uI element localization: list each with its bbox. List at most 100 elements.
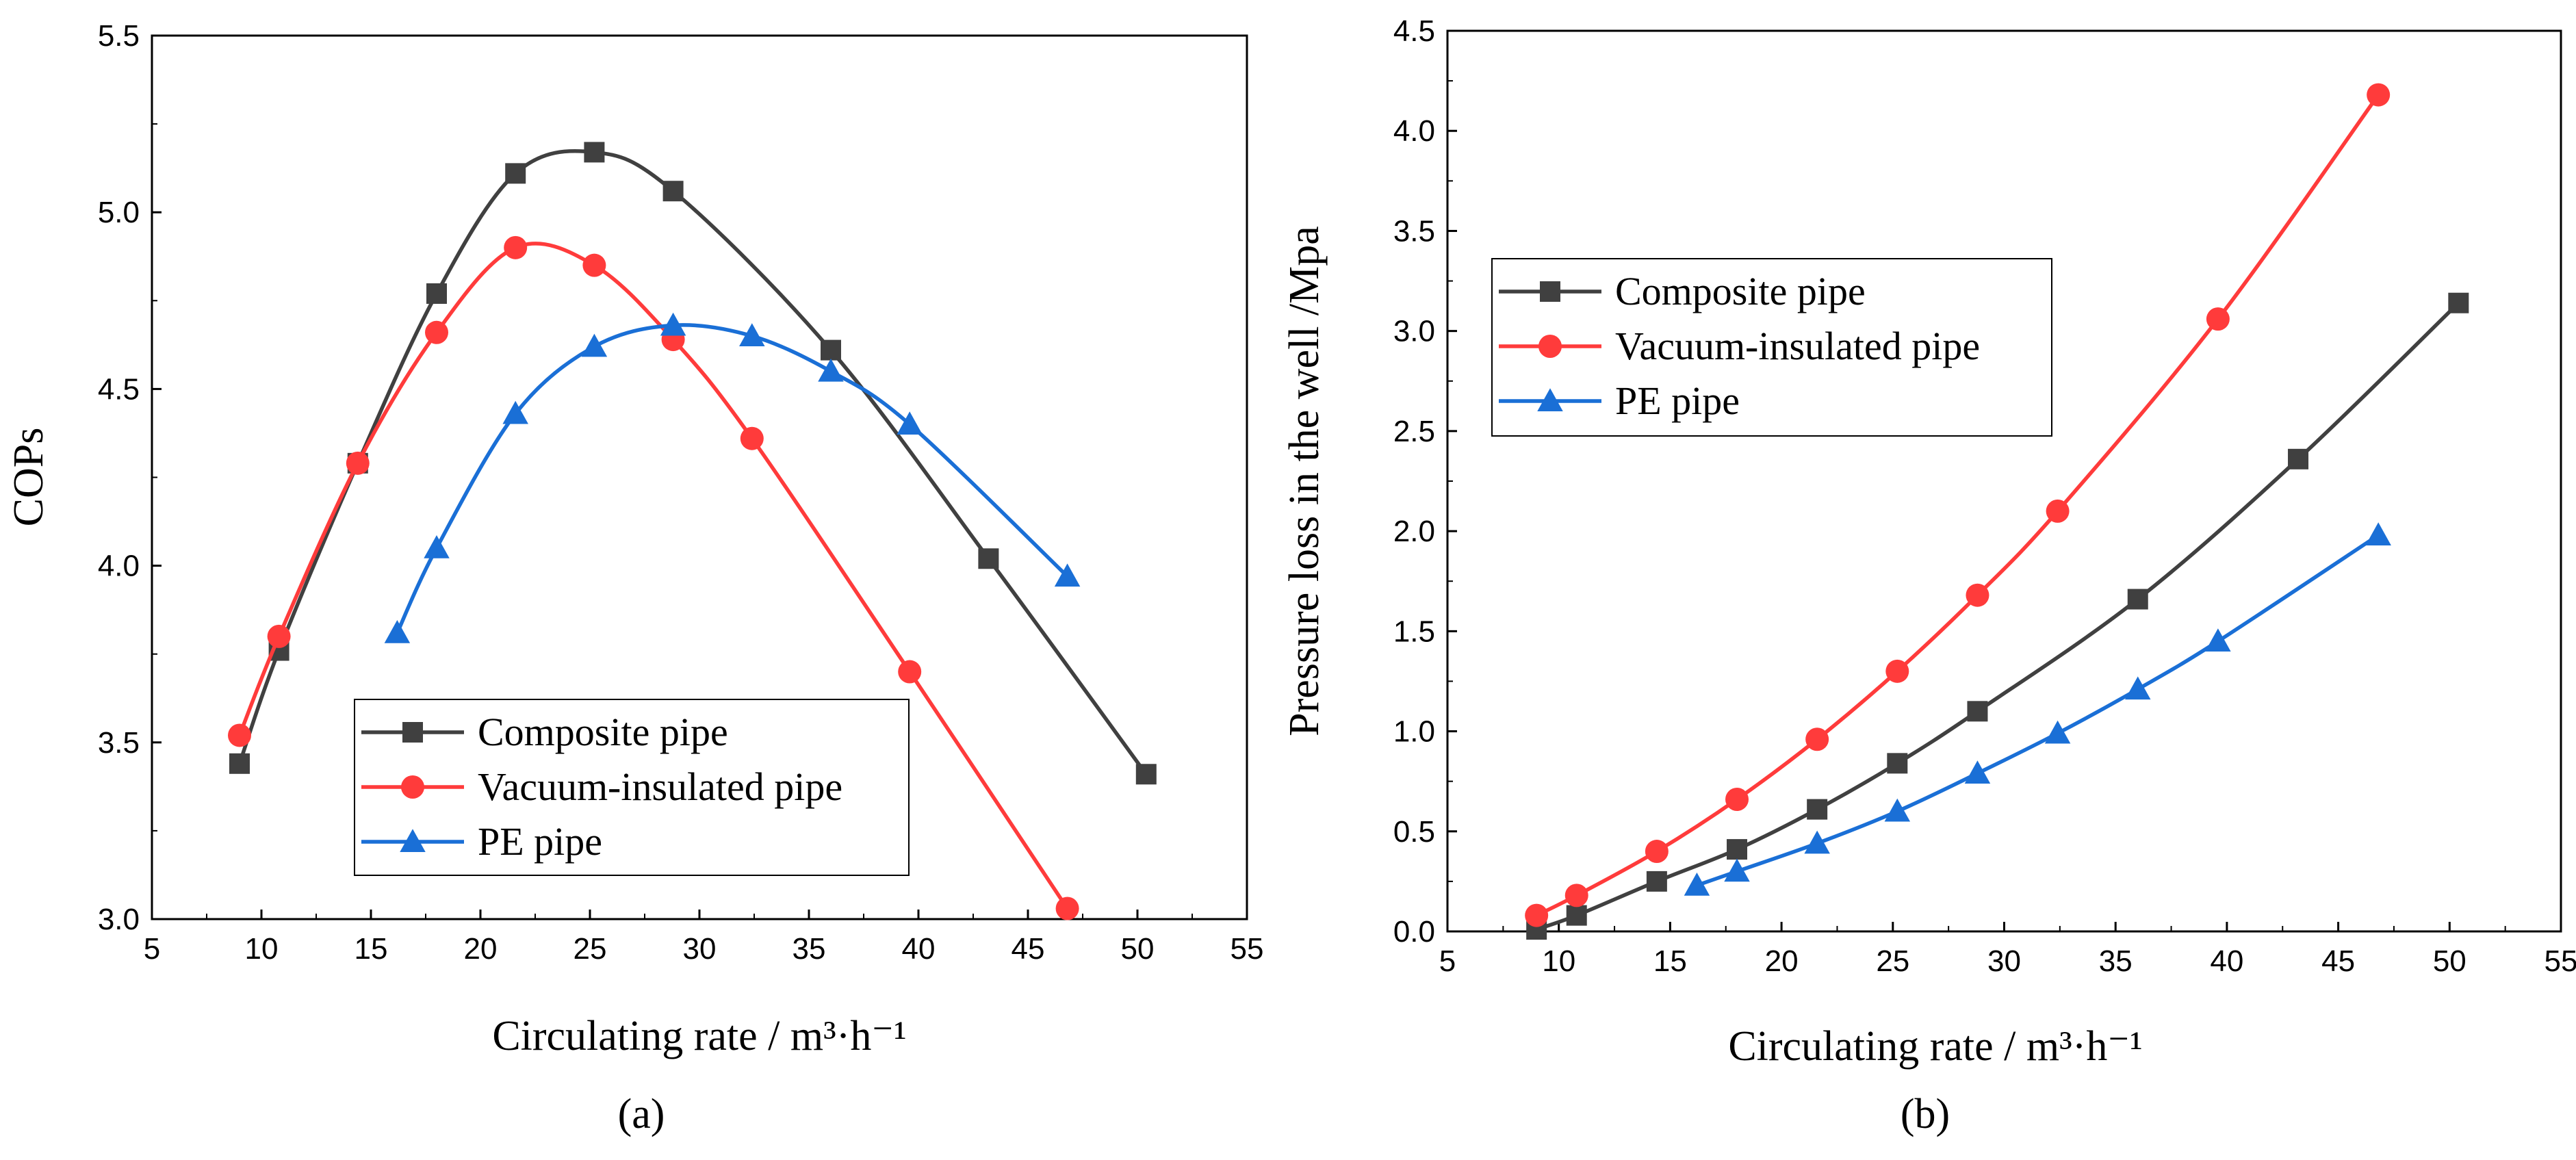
legend-swatch-marker [402, 722, 423, 743]
series-line [1534, 92, 2380, 918]
x-tick-label: 30 [1987, 944, 2021, 978]
data-point-triangle [1884, 798, 1911, 822]
legend: Composite pipe Vacuum-insulated pipe PE pi… [1491, 258, 2052, 437]
panel-label: (b) [1901, 1091, 1950, 1137]
y-axis-title: COPs [5, 428, 52, 527]
y-tick-label: 1.5 [1393, 615, 1435, 648]
data-point-square [584, 142, 605, 163]
x-tick-label: 50 [1121, 932, 1155, 966]
legend-entry: PE pipe [1615, 378, 1740, 423]
y-tick-label: 0.5 [1393, 815, 1435, 849]
chart-panel-a: 5 10 15 20 25 30 35 40 45 50 55 3.0 3.5 4.0 4.5 5.0 5.5 C… [5, 19, 1263, 1137]
x-tick-label: 20 [464, 932, 498, 966]
data-point-square [2288, 448, 2309, 469]
series-pe-pipe [1684, 522, 2391, 896]
x-tick-label: 25 [1876, 944, 1909, 978]
series-line [237, 149, 1148, 777]
y-tick-label: 2.5 [1393, 415, 1435, 448]
data-point-square [426, 283, 447, 304]
data-point-square [2448, 292, 2469, 313]
data-point-square [229, 753, 250, 774]
legend-entry: PE pipe [478, 819, 602, 864]
data-point-triangle [1804, 830, 1830, 854]
y-tick-label: 1.0 [1393, 715, 1435, 749]
data-point-triangle [2365, 522, 2391, 545]
series-line [395, 323, 1070, 635]
x-tick-label: 10 [1542, 944, 1575, 978]
y-tick-label: 3.0 [98, 903, 140, 936]
legend-swatch-marker [1537, 388, 1563, 411]
x-tick-label: 25 [574, 932, 607, 966]
x-tick-label: 40 [902, 932, 936, 966]
x-tick-label: 50 [2433, 944, 2466, 978]
y-tick-label: 4.5 [98, 372, 140, 406]
x-axis-title: Circulating rate / m³·h⁻¹ [1728, 1023, 2142, 1070]
y-tick-label: 5.5 [98, 19, 140, 53]
data-point-triangle [2044, 720, 2071, 744]
chart-panel-b: 5 10 15 20 25 30 35 40 45 50 55 0.0 0.5 1.0 1.5 2.0 2.5 3… [1281, 14, 2576, 1137]
data-point-square [662, 181, 684, 202]
y-tick-label: 5.0 [98, 196, 140, 229]
series-pe-pipe [384, 312, 1081, 643]
data-point-square [1727, 839, 1748, 860]
data-point-triangle [581, 333, 608, 357]
legend-entry: Composite pipe [1615, 269, 1866, 313]
y-tick-label: 4.5 [1393, 14, 1435, 48]
data-point-circle [2046, 499, 2070, 523]
data-point-circle [228, 723, 251, 747]
legend-swatch-marker [401, 775, 424, 799]
y-tick-label: 3.0 [1393, 315, 1435, 348]
legend-swatch-marker [1538, 335, 1562, 358]
data-point-triangle [897, 411, 923, 435]
x-tick-label: 15 [355, 932, 388, 966]
data-point-square [1967, 701, 1988, 722]
data-point-circle [1525, 903, 1549, 927]
legend: Composite pipe Vacuum-insulated pipe PE pi… [354, 699, 910, 876]
x-tick-label: 5 [1439, 944, 1456, 978]
x-tick-label: 10 [245, 932, 279, 966]
data-point-triangle [424, 535, 450, 558]
y-tick-label: 3.5 [98, 726, 140, 760]
x-tick-label: 20 [1765, 944, 1799, 978]
x-tick-label: 30 [683, 932, 717, 966]
data-point-triangle [2205, 628, 2231, 652]
data-point-square [1807, 799, 1828, 820]
data-point-circle [504, 235, 528, 259]
data-point-circle [425, 320, 448, 344]
x-tick-label: 45 [2321, 944, 2355, 978]
data-point-triangle [1964, 760, 1991, 784]
data-point-square [505, 163, 526, 184]
x-tick-label: 55 [2545, 944, 2576, 978]
legend-entry: Vacuum-insulated pipe [1615, 324, 1980, 368]
x-axis-title: Circulating rate / m³·h⁻¹ [492, 1013, 906, 1059]
data-point-circle [740, 426, 764, 450]
data-point-circle [898, 660, 922, 684]
y-tick-label: 4.0 [1393, 114, 1435, 148]
plot-frame [1446, 29, 2562, 933]
data-point-triangle [502, 400, 528, 424]
series-line [1695, 533, 2380, 888]
x-tick-label: 35 [793, 932, 826, 966]
data-point-square [1566, 905, 1587, 926]
panel-label: (a) [618, 1091, 665, 1137]
y-tick-label: 4.0 [98, 550, 140, 583]
data-point-circle [1645, 840, 1669, 864]
data-point-square [1646, 871, 1667, 892]
x-tick-label: 45 [1012, 932, 1045, 966]
data-point-triangle [384, 619, 411, 643]
data-point-circle [582, 253, 606, 277]
x-tick-label: 5 [144, 932, 160, 966]
data-point-circle [1805, 727, 1829, 751]
data-point-circle [2206, 307, 2230, 331]
data-point-square [978, 548, 999, 569]
data-point-triangle [660, 312, 686, 336]
data-point-triangle [1054, 563, 1081, 587]
x-tick-label: 40 [2210, 944, 2243, 978]
data-point-triangle [2124, 676, 2151, 700]
series-vacuum-insulated-pipe [1525, 83, 2391, 927]
data-point-circle [267, 624, 291, 648]
data-point-circle [2367, 83, 2391, 107]
series-vacuum-insulated-pipe [228, 235, 1079, 920]
legend-entry: Vacuum-insulated pipe [478, 764, 842, 809]
